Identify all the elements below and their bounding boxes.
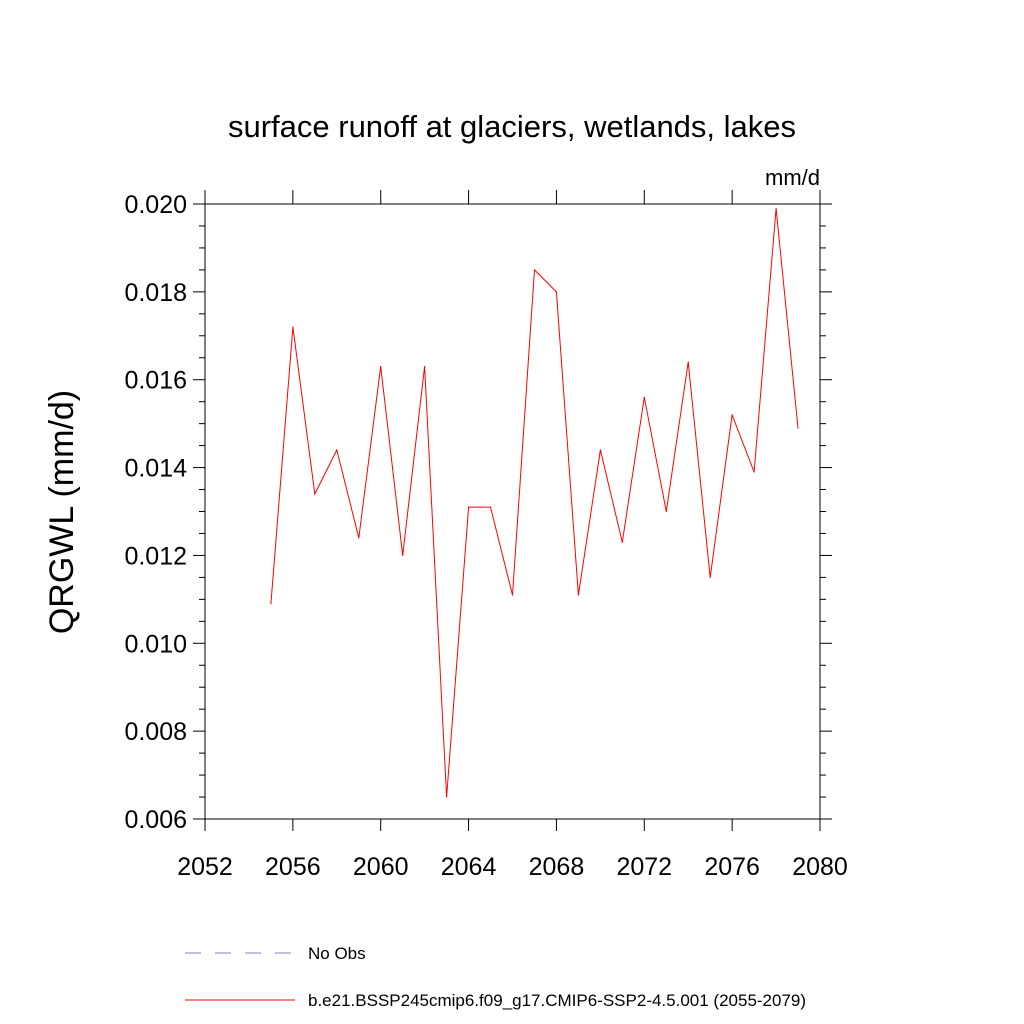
legend-label-model-run: b.e21.BSSP245cmip6.f09_g17.CMIP6-SSP2-4.…: [308, 991, 806, 1010]
data-point: [775, 207, 777, 209]
y-tick-label: 0.010: [124, 630, 187, 658]
y-tick-label: 0.012: [124, 542, 187, 570]
legend: No Obs b.e21.BSSP245cmip6.f09_g17.CMIP6-…: [185, 944, 806, 1010]
data-point: [292, 326, 294, 328]
y-tick-label: 0.008: [124, 718, 187, 746]
y-tick-label: 0.018: [124, 279, 187, 307]
data-point: [731, 414, 733, 416]
data-point: [336, 449, 338, 451]
data-point: [643, 396, 645, 398]
data-point: [314, 493, 316, 495]
plot-frame: [204, 203, 821, 820]
data-point: [621, 541, 623, 543]
data-point: [446, 796, 448, 798]
data-point: [709, 576, 711, 578]
data-point: [797, 427, 799, 429]
data-point: [402, 554, 404, 557]
data-point: [753, 471, 755, 473]
y-axis-label: QRGWL (mm/d): [43, 390, 81, 634]
x-tick-label: 2064: [441, 853, 497, 881]
x-tick-label: 2068: [529, 853, 585, 881]
series-line-0: [270, 208, 799, 798]
data-point: [467, 506, 470, 508]
x-tick-label: 2080: [792, 853, 848, 881]
x-tick-label: 2060: [353, 853, 409, 881]
x-tick-label: 2052: [177, 853, 233, 881]
legend-label-no-obs: No Obs: [308, 944, 366, 963]
data-point: [577, 594, 579, 596]
data-point: [665, 510, 667, 513]
chart-title: surface runoff at glaciers, wetlands, la…: [228, 109, 796, 144]
x-tick-label: 2076: [704, 853, 760, 881]
y-tick-label: 0.020: [124, 191, 187, 219]
data-point: [358, 537, 360, 539]
data-point: [511, 594, 514, 596]
data-point: [555, 291, 558, 293]
data-point: [380, 365, 382, 368]
data-point: [599, 449, 601, 451]
data-point: [270, 603, 272, 605]
data-point: [533, 269, 536, 271]
y-tick-label: 0.006: [124, 806, 187, 834]
y-tick-label: 0.016: [124, 367, 187, 395]
data-point: [489, 506, 492, 508]
y-tick-label: 0.014: [124, 455, 187, 483]
units-label: mm/d: [765, 165, 820, 190]
data-point: [424, 365, 426, 368]
x-tick-label: 2056: [265, 853, 321, 881]
x-tick-label: 2072: [616, 853, 672, 881]
data-point: [687, 361, 689, 363]
